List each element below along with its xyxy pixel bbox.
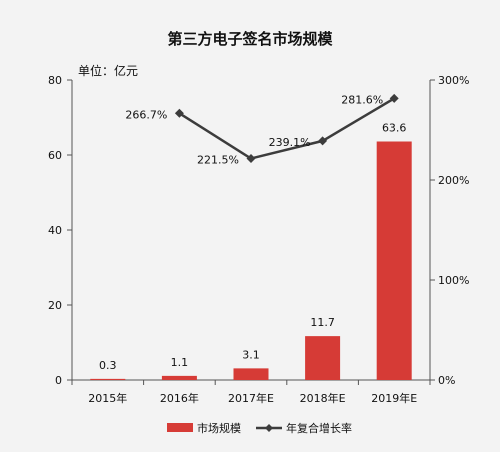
x-tick-label: 2017年E <box>228 391 274 405</box>
growth-value-label: 221.5% <box>197 154 239 167</box>
legend-swatch-bar <box>167 423 193 432</box>
growth-point <box>389 93 399 103</box>
bar <box>161 375 197 380</box>
x-tick-label: 2015年 <box>88 391 127 405</box>
y-right-tick-label: 0% <box>438 374 455 387</box>
growth-line-path <box>178 97 395 160</box>
y-right-tick-label: 300% <box>438 74 469 87</box>
unit-label: 单位：亿元 <box>78 63 138 78</box>
legend-label-bar: 市场规模 <box>197 421 241 435</box>
y-left-tick-label: 0 <box>55 374 62 387</box>
growth-value-label: 281.6% <box>341 93 383 106</box>
y-right-tick-label: 200% <box>438 174 469 187</box>
bar-value-label: 0.3 <box>99 359 117 372</box>
legend-label-line: 年复合增长率 <box>286 421 352 435</box>
y-left-tick-label: 20 <box>48 299 62 312</box>
legend: 市场规模 年复合增长率 <box>167 421 352 435</box>
y-right-tick-label: 100% <box>438 274 469 287</box>
growth-line <box>174 93 399 163</box>
growth-value-label: 239.1% <box>269 136 311 149</box>
axes: 0 20 40 60 80 0% 100% 200% 300% 2015年 2016年 2017年E 2… <box>48 74 469 405</box>
growth-value-label: 266.7% <box>125 108 167 121</box>
bar <box>305 336 341 380</box>
bar-value-label: 1.1 <box>171 356 189 369</box>
y-left-tick-label: 60 <box>48 149 62 162</box>
bar <box>90 378 126 380</box>
bar <box>233 368 269 380</box>
x-tick-label: 2019年E <box>371 391 417 405</box>
y-left-tick-label: 80 <box>48 74 62 87</box>
bars <box>90 141 412 380</box>
chart-title: 第三方电子签名市场规模 <box>167 30 333 48</box>
bar-value-label: 63.6 <box>382 122 407 135</box>
x-tick-label: 2016年 <box>160 391 199 405</box>
x-tick-label: 2018年E <box>300 391 346 405</box>
growth-point <box>318 136 328 146</box>
bar-value-label: 11.7 <box>310 316 335 329</box>
bar <box>376 141 412 380</box>
bar-value-label: 3.1 <box>242 348 260 361</box>
growth-point <box>174 108 184 118</box>
y-left-tick-label: 40 <box>48 224 62 237</box>
legend-swatch-marker <box>265 424 273 432</box>
growth-point <box>246 154 256 163</box>
data-labels: 0.3 1.1 3.1 11.7 63.6 266.7% 221.5% 239.1% 281.6… <box>99 93 406 371</box>
